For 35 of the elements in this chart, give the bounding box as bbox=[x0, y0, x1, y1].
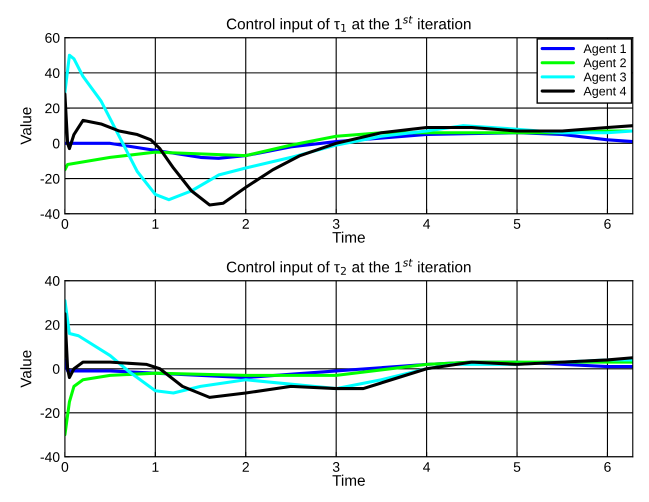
y-tick-label: 40 bbox=[44, 68, 60, 78]
legend-label: Agent 2 bbox=[583, 58, 626, 70]
x-tick-label: 5 bbox=[514, 219, 520, 229]
x-tick-label: 3 bbox=[332, 462, 340, 472]
y-tick-label: -20 bbox=[40, 174, 60, 184]
x-tick-label: 1 bbox=[152, 219, 159, 229]
x-axis-title: Time bbox=[332, 232, 365, 243]
x-tick-label: 4 bbox=[423, 219, 430, 229]
y-tick-label: 0 bbox=[52, 138, 60, 148]
y-tick-label: -20 bbox=[40, 408, 60, 418]
x-tick-label: 1 bbox=[152, 462, 159, 472]
x-tick-label: 3 bbox=[332, 219, 340, 229]
x-axis-title: Time bbox=[332, 474, 365, 486]
y-tick-label: 60 bbox=[45, 32, 60, 43]
y-axis-title: Value bbox=[20, 107, 32, 145]
x-tick-label: 2 bbox=[242, 462, 249, 472]
x-tick-label: 0 bbox=[62, 462, 68, 472]
y-tick-label: 0 bbox=[52, 364, 60, 374]
legend-label: Agent 1 bbox=[583, 44, 626, 56]
y-axis-title: Value bbox=[20, 350, 32, 388]
x-tick-label: 0 bbox=[62, 219, 68, 229]
y-tick-label: -40 bbox=[40, 452, 60, 462]
x-tick-label: 5 bbox=[514, 462, 520, 472]
y-tick-label: -40 bbox=[40, 209, 60, 219]
y-tick-label: 20 bbox=[45, 320, 60, 330]
chart-title: Control input of τ$_{1}$ at the 1$^{st}$ iteration bbox=[226, 16, 470, 32]
x-tick-label: 2 bbox=[242, 219, 249, 229]
legend-label: Agent 4 bbox=[583, 86, 626, 98]
chart-title: Control input of τ$_{2}$ at the 1$^{st}$ iteration bbox=[226, 258, 470, 276]
x-tick-label: 6 bbox=[604, 219, 611, 229]
legend-label: Agent 3 bbox=[583, 72, 626, 84]
x-tick-label: 4 bbox=[423, 462, 430, 472]
y-tick-label: 20 bbox=[45, 103, 60, 114]
y-tick-label: 40 bbox=[44, 276, 60, 286]
x-tick-label: 6 bbox=[604, 462, 611, 472]
